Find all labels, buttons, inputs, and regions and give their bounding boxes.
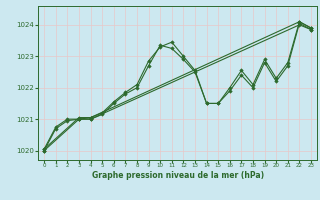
X-axis label: Graphe pression niveau de la mer (hPa): Graphe pression niveau de la mer (hPa) xyxy=(92,171,264,180)
